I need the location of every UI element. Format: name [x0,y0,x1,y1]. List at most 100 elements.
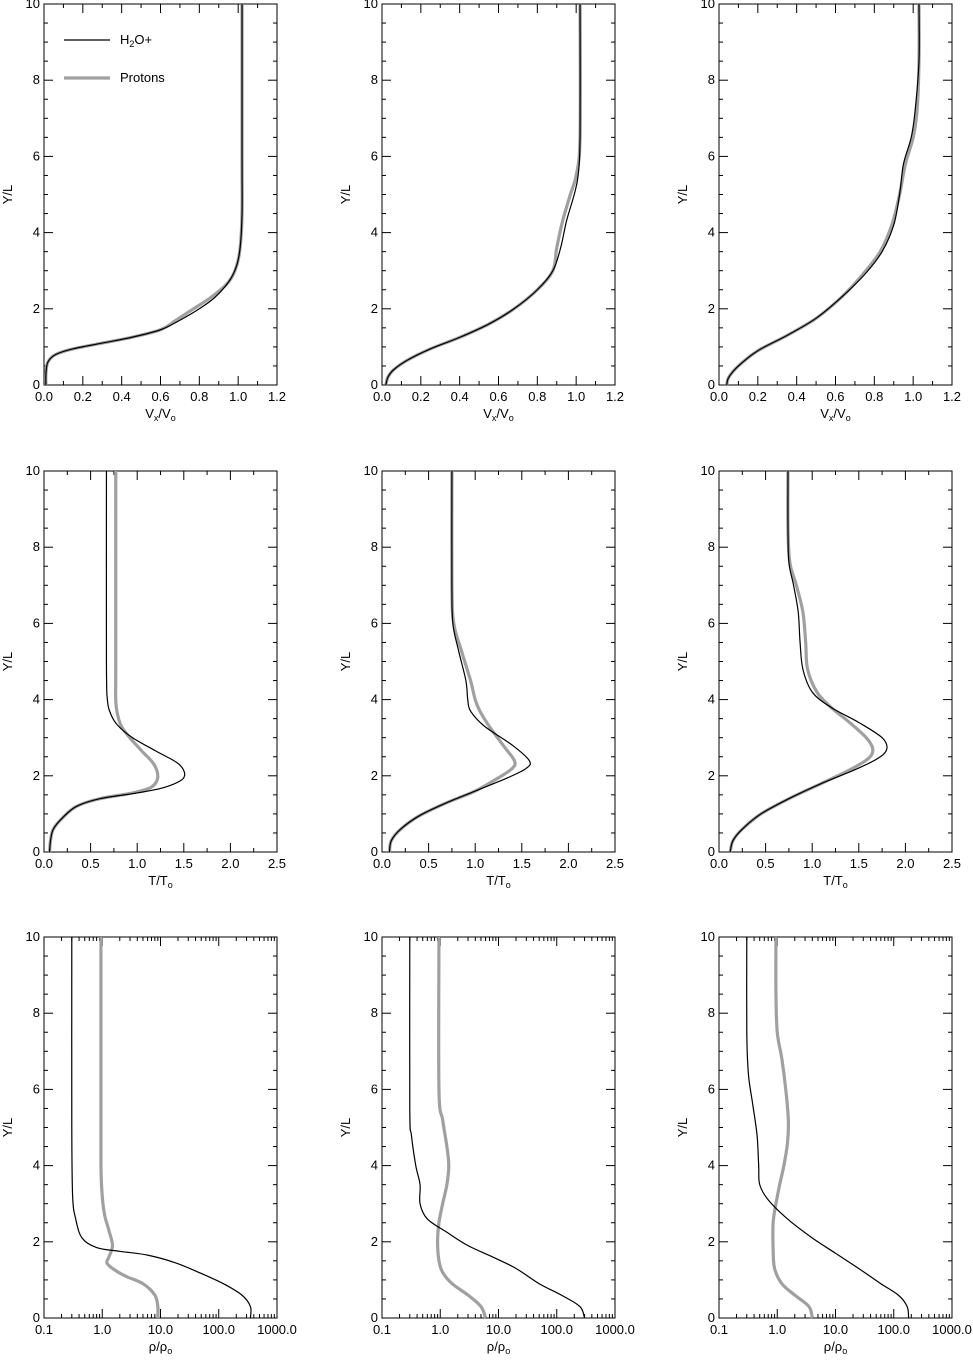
y-tick-label: 0 [371,844,378,859]
y-tick-label: 10 [701,463,715,478]
x-tick-label: 2.5 [943,856,961,871]
y-tick-label: 0 [33,1310,40,1325]
x-tick-label: 1.0 [567,389,585,404]
x-axis-title: T/To [148,873,173,890]
y-tick-label: 10 [364,929,378,944]
y-tick-label: 6 [708,1081,715,1096]
y-tick-label: 8 [371,539,378,554]
y-tick-label: 10 [26,929,40,944]
y-tick-label: 2 [708,768,715,783]
series-h2o-line [726,3,920,386]
x-axis-title: ρ/ρo [824,1339,847,1356]
y-tick-label: 6 [371,615,378,630]
x-tick-label: 0.4 [113,389,131,404]
y-tick-label: 8 [33,1005,40,1020]
series-protons-line [99,937,160,1319]
x-tick-label: 0.6 [826,389,844,404]
series-h2o-line [385,3,581,386]
x-axis-title: Vx/Vo [820,406,850,423]
y-axis-title: Y/L [338,1118,353,1138]
x-tick-label: 100.0 [540,1322,573,1337]
y-tick-label: 10 [26,0,40,11]
x-axis-title: T/To [823,873,848,890]
y-tick-label: 4 [33,692,40,707]
series-protons-line [47,471,160,853]
panel-2-0: 0 2 4 6 8 10 0.1 1.0 10.0 100.0 1000.0 ρ/ρo Y/L [0,929,297,1356]
y-axis-title: Y/L [338,185,353,205]
x-tick-label: 1000.0 [595,1322,635,1337]
y-tick-label: 4 [33,1158,40,1173]
y-tick-label: 4 [371,692,378,707]
x-tick-label: 0.5 [757,856,775,871]
x-tick-label: 1.0 [93,1322,111,1337]
x-axis-title: Vx/Vo [483,406,513,423]
plot-frame [43,936,278,1319]
x-tick-label: 1.2 [943,389,961,404]
x-tick-label: 0.2 [74,389,92,404]
x-tick-label: 1000.0 [932,1322,972,1337]
x-tick-label: 1.5 [513,856,531,871]
y-axis-title: Y/L [338,652,353,672]
y-axis-title: Y/L [0,652,15,672]
x-axis-title: ρ/ρo [149,1339,172,1356]
panel-0-1: 0 2 4 6 8 10 0.0 0.2 0.4 0.6 0.8 1.0 1.2 Vx/Vo Y/L [338,0,624,423]
x-tick-label: 1.0 [904,389,922,404]
plot-frame [718,3,953,386]
y-axis-title: Y/L [675,185,690,205]
y-tick-label: 2 [33,301,40,316]
x-tick-label: 1.0 [229,389,247,404]
x-tick-label: 0.4 [451,389,469,404]
series-h2o-line [388,470,531,853]
y-tick-label: 4 [371,225,378,240]
y-axis-title: Y/L [0,185,15,205]
y-tick-label: 0 [371,1310,378,1325]
y-tick-label: 4 [371,1158,378,1173]
x-tick-label: 10.0 [823,1322,848,1337]
y-axis-title: Y/L [675,652,690,672]
y-tick-label: 2 [33,1234,40,1249]
y-tick-label: 8 [371,1005,378,1020]
y-tick-label: 0 [708,844,715,859]
x-tick-label: 0.8 [528,389,546,404]
plot-frame [718,936,953,1319]
y-tick-label: 2 [33,768,40,783]
x-tick-label: 0.0 [373,389,391,404]
y-tick-label: 8 [371,72,378,87]
x-tick-label: 2.0 [559,856,577,871]
x-tick-label: 0.0 [373,856,391,871]
legend-protons-label: Protons [120,70,165,85]
series-protons-line [771,936,814,1319]
x-tick-label: 1.0 [768,1322,786,1337]
x-tick-label: 10.0 [148,1322,173,1337]
plot-frame [381,470,616,853]
series-h2o-line [729,470,888,853]
y-axis-title: Y/L [0,1118,15,1138]
series-protons-line [435,936,488,1319]
x-tick-label: 2.5 [268,856,286,871]
panel-1-1: 0 2 4 6 8 10 0.0 0.5 1.0 1.5 2.0 2.5 T/To Y/L [338,463,624,890]
x-tick-label: 0.5 [420,856,438,871]
y-tick-label: 8 [708,539,715,554]
x-tick-label: 100.0 [202,1322,235,1337]
y-tick-label: 4 [708,1158,715,1173]
x-tick-label: 0.8 [190,389,208,404]
series-protons-line [44,4,244,386]
plot-frame [718,470,953,853]
x-tick-label: 100.0 [877,1322,910,1337]
panel-1-0: 0 2 4 6 8 10 0.0 0.5 1.0 1.5 2.0 2.5 T/To Y/L [0,463,286,890]
x-tick-label: 2.5 [606,856,624,871]
y-tick-label: 8 [708,1005,715,1020]
y-tick-label: 2 [708,301,715,316]
x-tick-label: 0.4 [788,389,806,404]
plot-frame [381,936,616,1319]
x-axis-title: Vx/Vo [145,406,175,423]
y-tick-label: 10 [701,929,715,944]
x-tick-label: 1000.0 [257,1322,297,1337]
legend-h2o-label: H2O+ [120,32,152,49]
series-h2o-line [409,936,586,1319]
x-tick-label: 0.1 [710,1322,728,1337]
y-tick-label: 10 [364,0,378,11]
x-tick-label: 10.0 [486,1322,511,1337]
y-tick-label: 6 [33,615,40,630]
